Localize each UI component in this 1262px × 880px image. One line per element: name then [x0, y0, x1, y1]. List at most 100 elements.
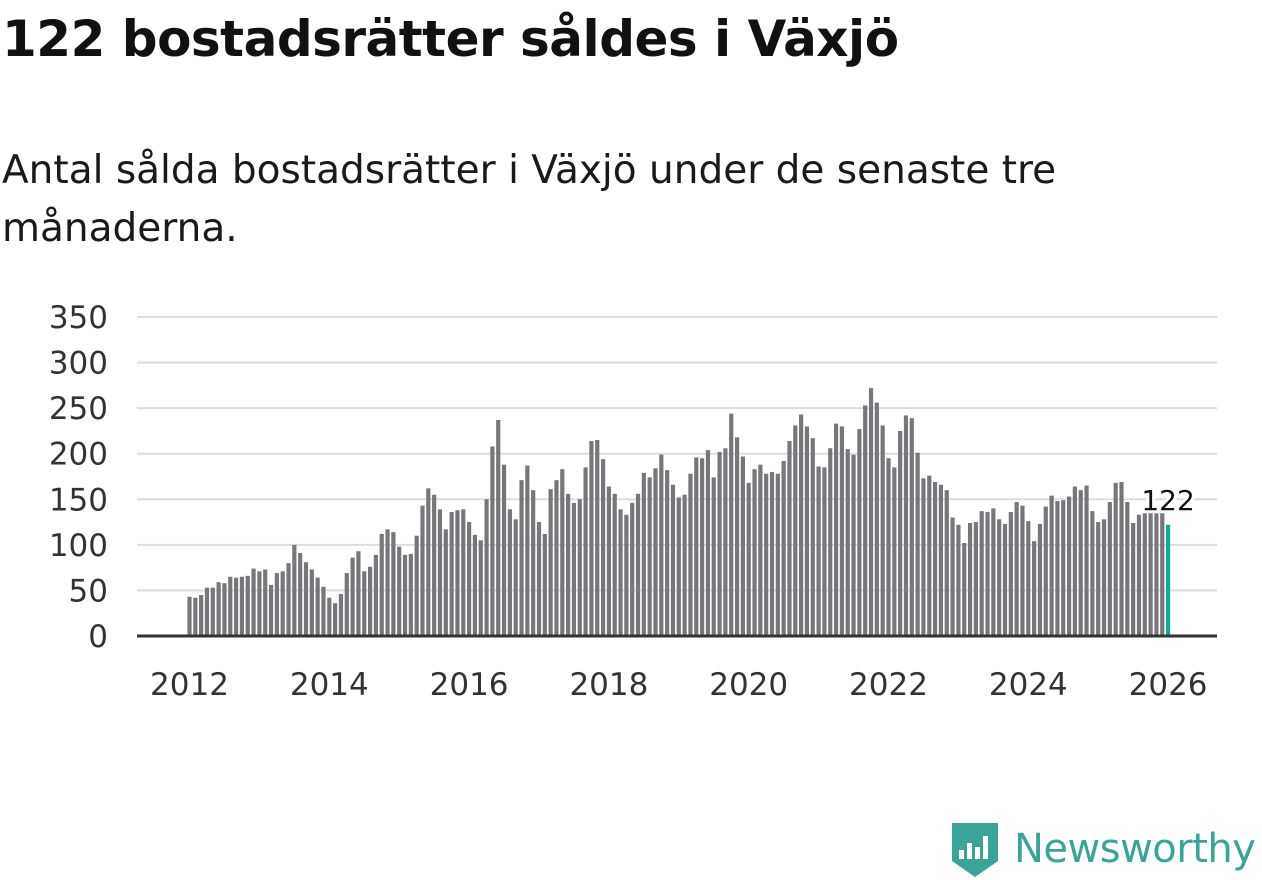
- bar: [828, 448, 833, 636]
- bar: [892, 467, 897, 636]
- bar: [536, 522, 542, 636]
- bar: [577, 499, 582, 636]
- bar: [799, 414, 804, 636]
- bar: [228, 576, 233, 636]
- bar: [1154, 509, 1159, 636]
- bar: [1049, 495, 1054, 636]
- bar: [187, 596, 192, 636]
- bar: [752, 469, 757, 636]
- bar: [420, 505, 425, 636]
- bar: [816, 466, 821, 636]
- bar: [315, 577, 320, 636]
- bar: [344, 573, 349, 636]
- bar: [426, 488, 431, 636]
- bar: [868, 388, 874, 636]
- bar: [1002, 523, 1008, 636]
- bar: [1055, 501, 1060, 636]
- y-axis-ticks: 0 50 100 150 200 250 300 350: [49, 300, 108, 655]
- bar: [979, 511, 984, 636]
- bar: [467, 522, 472, 636]
- bar: [688, 473, 693, 636]
- bar: [1008, 512, 1013, 636]
- bar: [991, 508, 996, 636]
- bar: [280, 571, 285, 636]
- bar: [1066, 496, 1072, 636]
- bar: [566, 493, 571, 636]
- y-tick-label: 50: [69, 573, 108, 609]
- bar: [554, 480, 559, 636]
- bar: [1078, 490, 1083, 636]
- newsworthy-brand[interactable]: Newsworthy: [950, 818, 1256, 880]
- bar: [915, 452, 920, 636]
- bar: [647, 477, 652, 636]
- bar: [274, 573, 279, 636]
- bar: [682, 494, 687, 636]
- bar: [822, 467, 827, 636]
- bar: [1113, 482, 1118, 636]
- bar: [1148, 510, 1153, 636]
- bar: [239, 576, 245, 636]
- bar: [531, 490, 536, 636]
- bar: [234, 577, 239, 636]
- bar: [962, 543, 967, 636]
- bar: [1072, 486, 1077, 636]
- bar: [851, 454, 856, 636]
- y-tick-label: 300: [49, 346, 108, 382]
- bar: [263, 569, 268, 636]
- bar: [1026, 521, 1031, 636]
- bar: [630, 502, 635, 636]
- bar: [478, 540, 483, 636]
- bar: [804, 426, 810, 636]
- bar: [1020, 505, 1025, 636]
- bar: [571, 502, 577, 636]
- bar: [397, 546, 402, 636]
- bar: [600, 459, 606, 636]
- bar: [321, 586, 326, 636]
- bar: [927, 475, 932, 636]
- bar: [1160, 510, 1165, 636]
- bar: [717, 451, 722, 636]
- bar: [245, 575, 250, 636]
- bar: [705, 450, 711, 636]
- bar: [443, 529, 448, 636]
- x-tick-label: 2014: [290, 667, 369, 703]
- bar: [589, 440, 594, 636]
- chart-subtitle: Antal sålda bostadsrätter i Växjö under …: [2, 148, 1057, 251]
- bar: [653, 468, 658, 636]
- x-tick-label: 2020: [709, 667, 788, 703]
- y-tick-label: 0: [88, 619, 108, 655]
- bar: [909, 418, 914, 636]
- bar: [839, 426, 844, 636]
- bar: [414, 535, 419, 636]
- bar: [810, 438, 815, 636]
- bar: [507, 509, 512, 636]
- x-axis-ticks: 2012 2014 2016 2018 2020 2022 2024 2026: [150, 667, 1208, 703]
- bar: [501, 464, 507, 636]
- bar: [496, 419, 501, 636]
- bar: [635, 493, 641, 636]
- bar: [286, 563, 291, 636]
- bar: [723, 448, 728, 636]
- bar: [880, 425, 885, 636]
- y-tick-label: 350: [49, 300, 108, 336]
- bar: [251, 568, 256, 636]
- bar: [519, 480, 524, 636]
- bar: [641, 472, 646, 636]
- bar: [933, 481, 938, 636]
- bar: [1090, 511, 1095, 636]
- bar: [938, 484, 944, 636]
- bar: [734, 437, 740, 636]
- newsworthy-logo-icon: [952, 823, 998, 877]
- bar: [385, 529, 390, 636]
- bar: [729, 413, 734, 636]
- bar: [606, 486, 611, 636]
- bar: [921, 478, 926, 636]
- bar: [967, 522, 973, 636]
- bar: [362, 571, 367, 636]
- bar: [1084, 485, 1089, 636]
- bar: [327, 597, 332, 636]
- bar: [216, 582, 221, 636]
- bar: [1096, 522, 1101, 636]
- bar: [746, 482, 751, 636]
